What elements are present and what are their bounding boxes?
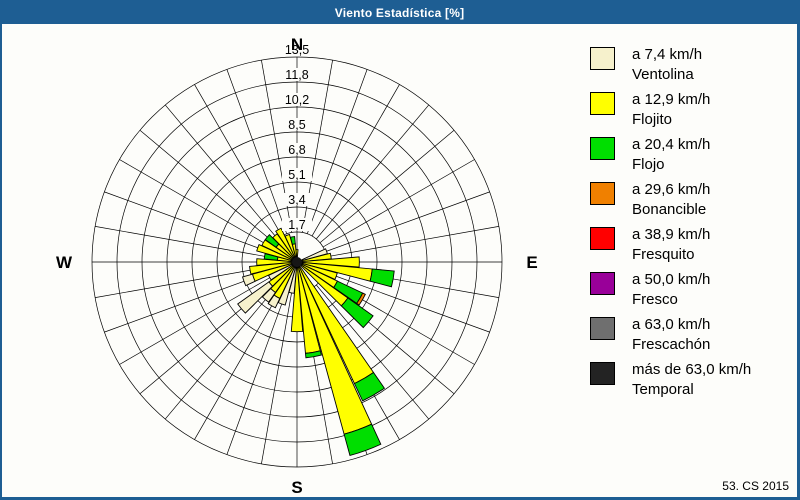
legend-swatch-temporal-icon <box>590 362 615 385</box>
grid-spoke <box>164 104 278 240</box>
legend-speed: a 38,9 km/h <box>632 226 711 243</box>
legend-name: Fresco <box>632 291 678 308</box>
compass-label-n: N <box>291 35 303 54</box>
radial-tick-label: 13,5 <box>285 43 309 57</box>
legend-speed: a 12,9 km/h <box>632 91 711 108</box>
wind-bar-250-ventolina <box>241 273 256 287</box>
wind-bar-170-flojo <box>304 350 322 359</box>
compass-label-w: W <box>56 253 73 272</box>
radial-tick-label: 1,7 <box>288 218 305 232</box>
legend-item-flojo: a 20,4 km/h Flojo <box>590 135 790 177</box>
compass-label-e: E <box>526 253 537 272</box>
radial-tick-label: 3,4 <box>288 193 305 207</box>
legend-swatch-flojo-icon <box>590 137 615 160</box>
grid-spoke <box>95 226 268 258</box>
grid-spoke <box>306 69 368 234</box>
grid-spoke <box>226 290 288 455</box>
window-title: Viento Estadística [%] <box>334 6 465 20</box>
legend-speed: a 29,6 km/h <box>632 181 711 198</box>
legend-name: Flojito <box>632 111 673 128</box>
legend-item-fresco: a 50,0 km/h Fresco <box>590 270 790 312</box>
chart-panel: 1,7 3,4 5,1 6,8 8,5 10,2 11,8 13,5 N S W E a 7,4 km… <box>2 24 797 497</box>
grid-spoke <box>226 69 288 234</box>
legend-item-bonancible: a 29,6 km/h Bonancible <box>590 180 790 222</box>
tick-label-bg <box>282 168 312 181</box>
legend-item-temporal: más de 63,0 km/h Temporal <box>590 360 790 402</box>
legend-swatch-ventolina-icon <box>590 47 615 70</box>
wind-bar-150-flojo <box>353 371 386 402</box>
grid-spoke <box>322 159 475 248</box>
legend-name: Ventolina <box>632 66 694 83</box>
grid-spoke <box>164 284 278 420</box>
radial-tick-label: 11,8 <box>285 68 308 82</box>
legend-item-fresquito: a 38,9 km/h Fresquito <box>590 225 790 267</box>
legend-swatch-frescachon-icon <box>590 317 615 340</box>
legend-item-ventolina: a 7,4 km/h Ventolina <box>590 45 790 87</box>
tick-label-bg <box>282 93 312 106</box>
wind-bar-210-ventolina <box>267 294 281 309</box>
grid-spoke <box>316 104 430 240</box>
wind-bar-100-flojo <box>369 268 395 288</box>
copyright-label: 53. CS 2015 <box>722 479 789 493</box>
legend-swatch-fresquito-icon <box>590 227 615 250</box>
radial-tick-label: 5,1 <box>288 168 305 182</box>
legend-speed: a 20,4 km/h <box>632 136 711 153</box>
compass-label-s: S <box>291 478 302 497</box>
grid-spoke <box>325 191 490 253</box>
grid-spoke <box>139 129 275 243</box>
radial-tick-label: 10,2 <box>285 93 309 107</box>
legend-name: Bonancible <box>632 201 707 218</box>
tick-label-bg <box>282 43 312 56</box>
grid-spoke <box>325 271 490 333</box>
grid-spoke <box>119 276 272 365</box>
wind-rose-chart: 1,7 3,4 5,1 6,8 8,5 10,2 11,8 13,5N S W E <box>56 35 538 497</box>
window-title-bar: Viento Estadística [%] <box>2 2 797 24</box>
legend-item-flojito: a 12,9 km/h Flojito <box>590 90 790 132</box>
grid-spoke <box>311 84 400 237</box>
radial-tick-label: 8,5 <box>288 118 305 132</box>
tick-label-bg <box>282 68 312 81</box>
legend-name: Fresquito <box>632 246 695 263</box>
grid-spoke <box>261 291 293 464</box>
tick-label-bg <box>282 143 312 156</box>
wind-bar-350-flojo <box>289 236 296 245</box>
wind-bar-310-flojo <box>264 234 280 248</box>
grid-spoke <box>119 159 272 248</box>
tick-label-bg <box>282 218 312 231</box>
grid-spoke <box>319 129 455 243</box>
legend-swatch-bonancible-icon <box>590 182 615 205</box>
legend-speed: a 7,4 km/h <box>632 46 703 63</box>
legend-name: Frescachón <box>632 336 711 353</box>
legend-item-frescachon: a 63,0 km/h Frescachón <box>590 315 790 357</box>
legend-swatch-fresco-icon <box>590 272 615 295</box>
wind-bar-120-bonancible <box>356 292 366 306</box>
grid-spoke <box>326 226 499 258</box>
wind-bar-160-flojo <box>343 423 382 457</box>
wind-bar-220-ventolina <box>261 287 277 303</box>
grid-spoke <box>194 287 283 440</box>
wind-bar-130-flojo <box>340 297 374 329</box>
radial-tick-label: 6,8 <box>288 143 305 157</box>
legend-name: Flojo <box>632 156 665 173</box>
grid-spoke <box>316 284 430 420</box>
tick-label-bg <box>282 118 312 131</box>
tick-label-bg <box>282 193 312 206</box>
grid-spoke <box>194 84 283 237</box>
rose-center-dot <box>292 257 302 267</box>
legend-swatch-flojito-icon <box>590 92 615 115</box>
legend-speed: a 63,0 km/h <box>632 316 711 333</box>
grid-spoke <box>104 191 269 253</box>
legend-speed: más de 63,0 km/h <box>632 361 752 378</box>
legend: a 7,4 km/h Ventolina a 12,9 km/h Flojito… <box>590 45 790 405</box>
grid-spoke <box>104 271 269 333</box>
grid-spoke <box>95 266 268 298</box>
wind-bar-230-ventolina <box>237 281 274 314</box>
legend-speed: a 50,0 km/h <box>632 271 711 288</box>
legend-name: Temporal <box>632 381 694 398</box>
